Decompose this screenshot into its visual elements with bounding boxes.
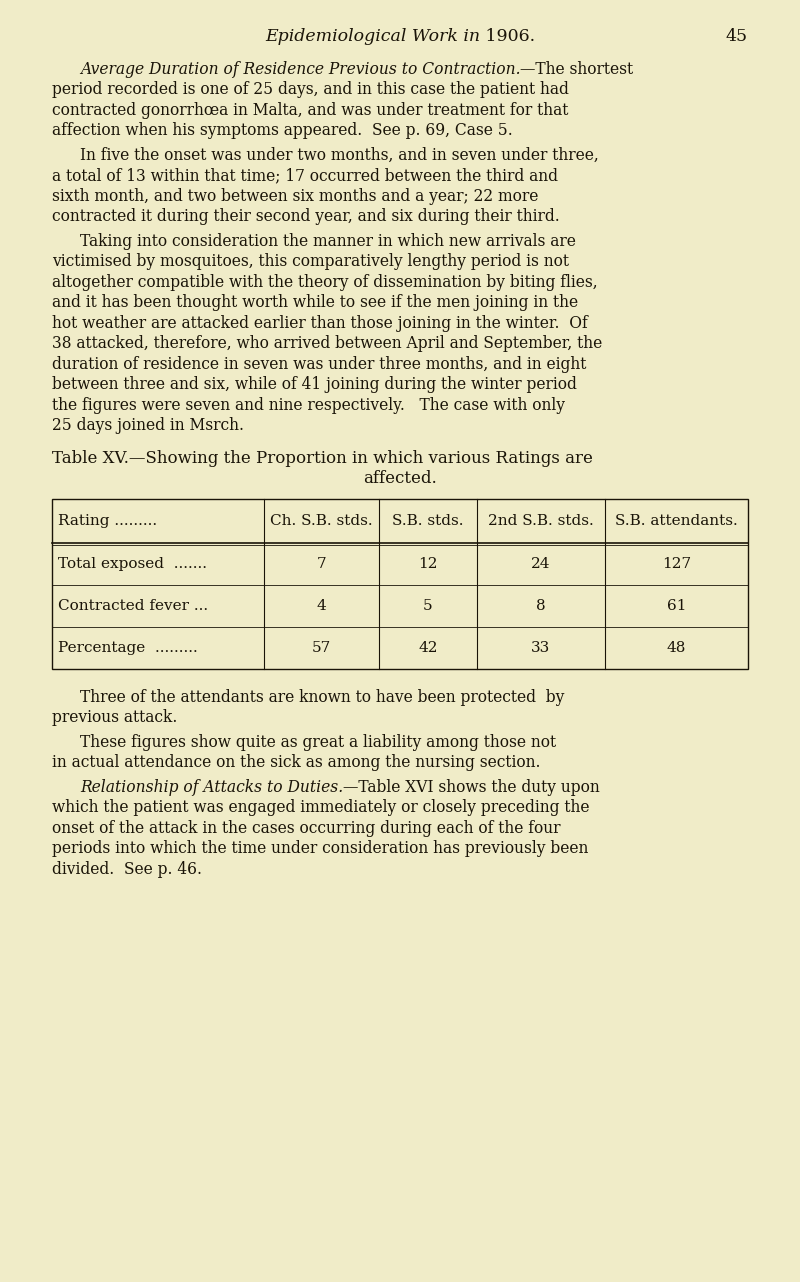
Text: the figures were seven and nine respectively.   The case with only: the figures were seven and nine respecti… (52, 397, 565, 414)
Text: a total of 13 within that time; 17 occurred between the third and: a total of 13 within that time; 17 occur… (52, 167, 558, 185)
Text: Average Duration of Residence Previous to Contraction.: Average Duration of Residence Previous t… (80, 60, 521, 78)
Text: altogether compatible with the theory of dissemination by biting flies,: altogether compatible with the theory of… (52, 274, 598, 291)
Text: 8: 8 (536, 599, 546, 613)
Text: 7: 7 (317, 556, 326, 570)
Text: periods into which the time under consideration has previously been: periods into which the time under consid… (52, 840, 588, 858)
Text: 48: 48 (667, 641, 686, 655)
Text: between three and six, while of 41 joining during the winter period: between three and six, while of 41 joini… (52, 377, 577, 394)
Text: affection when his symptoms appeared.  See p. 69, Case 5.: affection when his symptoms appeared. Se… (52, 122, 513, 140)
Text: 25 days joined in Msrch.: 25 days joined in Msrch. (52, 418, 244, 435)
Text: Percentage  .........: Percentage ......... (58, 641, 198, 655)
Text: in actual attendance on the sick as among the nursing section.: in actual attendance on the sick as amon… (52, 754, 541, 772)
Text: 45: 45 (726, 28, 748, 45)
Bar (52, 499, 748, 669)
Text: These figures show quite as great a liability among those not: These figures show quite as great a liab… (80, 733, 556, 751)
Text: 2nd S.B. stds.: 2nd S.B. stds. (488, 514, 594, 528)
Text: period recorded is one of 25 days, and in this case the patient had: period recorded is one of 25 days, and i… (52, 81, 569, 99)
Text: divided.  See p. 46.: divided. See p. 46. (52, 860, 202, 878)
Text: In five the onset was under two months, and in seven under three,: In five the onset was under two months, … (80, 147, 598, 164)
Text: victimised by mosquitoes, this comparatively lengthy period is not: victimised by mosquitoes, this comparati… (52, 254, 569, 271)
Text: 1906.: 1906. (480, 28, 535, 45)
Text: S.B. stds.: S.B. stds. (392, 514, 463, 528)
Text: 57: 57 (312, 641, 331, 655)
Text: hot weather are attacked earlier than those joining in the winter.  Of: hot weather are attacked earlier than th… (52, 315, 588, 332)
Text: sixth month, and two between six months and a year; 22 more: sixth month, and two between six months … (52, 187, 538, 205)
Text: 5: 5 (423, 599, 433, 613)
Text: Contracted fever ...: Contracted fever ... (58, 599, 208, 613)
Text: affected.: affected. (363, 470, 437, 487)
Text: duration of residence in seven was under three months, and in eight: duration of residence in seven was under… (52, 356, 586, 373)
Text: Epidemiological Work in: Epidemiological Work in (265, 28, 480, 45)
Text: Relationship of Attacks to Duties.: Relationship of Attacks to Duties. (80, 778, 343, 796)
Text: Table XV.—Showing the Proportion in which various Ratings are: Table XV.—Showing the Proportion in whic… (52, 450, 593, 467)
Text: 38 attacked, therefore, who arrived between April and September, the: 38 attacked, therefore, who arrived betw… (52, 336, 602, 353)
Text: 12: 12 (418, 556, 438, 570)
Text: Taking into consideration the manner in which new arrivals are: Taking into consideration the manner in … (80, 233, 576, 250)
Text: 61: 61 (667, 599, 686, 613)
Text: 42: 42 (418, 641, 438, 655)
Text: contracted gonorrhœa in Malta, and was under treatment for that: contracted gonorrhœa in Malta, and was u… (52, 101, 568, 119)
Text: —The shortest: —The shortest (521, 60, 634, 78)
Text: Three of the attendants are known to have been protected  by: Three of the attendants are known to hav… (80, 688, 564, 706)
Text: —Table XVI shows the duty upon: —Table XVI shows the duty upon (343, 778, 600, 796)
Text: 127: 127 (662, 556, 691, 570)
Text: 24: 24 (531, 556, 550, 570)
Text: which the patient was engaged immediately or closely preceding the: which the patient was engaged immediatel… (52, 799, 590, 817)
Text: and it has been thought worth while to see if the men joining in the: and it has been thought worth while to s… (52, 295, 578, 312)
Text: previous attack.: previous attack. (52, 709, 178, 727)
Text: contracted it during their second year, and six during their third.: contracted it during their second year, … (52, 208, 560, 226)
Text: 33: 33 (531, 641, 550, 655)
Text: Total exposed  .......: Total exposed ....... (58, 556, 207, 570)
Text: 4: 4 (317, 599, 326, 613)
Text: S.B. attendants.: S.B. attendants. (615, 514, 738, 528)
Text: Ch. S.B. stds.: Ch. S.B. stds. (270, 514, 373, 528)
Text: Rating .........: Rating ......... (58, 514, 157, 528)
Text: onset of the attack in the cases occurring during each of the four: onset of the attack in the cases occurri… (52, 819, 561, 837)
